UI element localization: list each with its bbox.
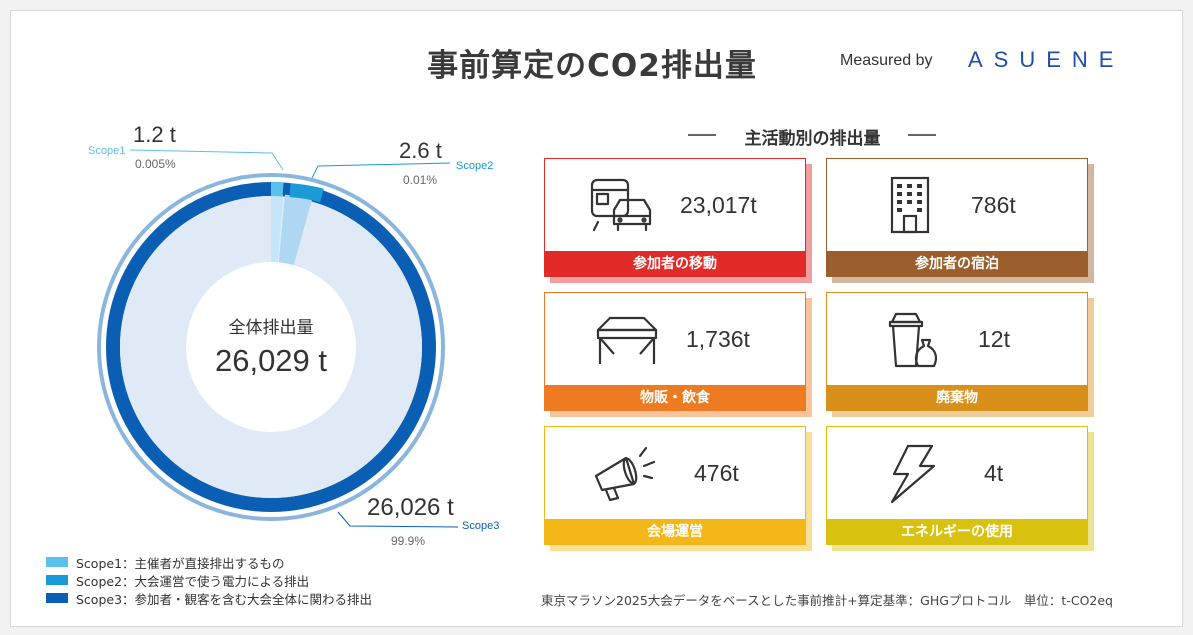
activity-card-transport: 23,017t 参加者の移動: [544, 158, 812, 283]
venue-value: 476t: [694, 460, 739, 486]
transport-value: 23,017t: [680, 192, 757, 218]
food-label: 物販・飲食: [544, 385, 806, 411]
scope3-value: 26,026 t: [367, 494, 454, 521]
legend-text: Scope2：大会運営で使う電力による排出: [76, 573, 310, 589]
scope3-percent: 99.9%: [391, 534, 426, 548]
scope3-label: Scope3: [462, 520, 500, 532]
transport-icon: [590, 178, 652, 232]
asuene-logo: ASUENE: [968, 47, 1125, 72]
legend-item-scope2: Scope2：大会運営で使う電力による排出: [46, 571, 372, 589]
activity-card-food: 1,736t 物販・飲食: [544, 292, 812, 417]
activity-card-hotel: 786t 参加者の宿泊: [826, 158, 1094, 283]
measured-by-label: Measured by: [840, 52, 933, 69]
legend-text: Scope1：主催者が直接排出するもの: [76, 555, 285, 571]
hotel-label: 参加者の宿泊: [826, 251, 1088, 277]
waste-value: 12t: [978, 326, 1010, 352]
page-title: 事前算定のCO2排出量: [427, 48, 757, 84]
activity-section-title: 主活動別の排出量: [744, 129, 881, 149]
legend-item-scope3: Scope3：参加者・観客を含む大会全体に関わる排出: [46, 589, 372, 607]
food-value: 1,736t: [686, 326, 750, 352]
activity-card-energy: 4t エネルギーの使用: [826, 426, 1094, 551]
activity-card-venue: 476t 会場運営: [544, 426, 812, 551]
venue-label: 会場運営: [544, 519, 806, 545]
megaphone-icon: [594, 446, 656, 502]
scope-legend: Scope1：主催者が直接排出するもの Scope2：大会運営で使う電力による排…: [46, 553, 372, 607]
energy-label: エネルギーの使用: [826, 519, 1088, 545]
scope2-value: 2.6 t: [399, 138, 442, 163]
tent-icon: [596, 316, 658, 364]
legend-swatch: [46, 575, 68, 585]
activity-card-waste: 12t 廃棄物: [826, 292, 1094, 417]
donut-center-value: 26,029 t: [214, 343, 328, 378]
scope1-label: Scope1: [88, 145, 126, 157]
footer-note: 東京マラソン2025大会データをベースとした事前推計+算定基準：GHGプロトコル…: [541, 593, 1113, 608]
legend-swatch: [46, 557, 68, 567]
waste-label: 廃棄物: [826, 385, 1088, 411]
trash-icon: [888, 312, 938, 368]
scope2-label: Scope2: [456, 160, 494, 172]
energy-value: 4t: [984, 460, 1004, 486]
donut-center-label: 全体排出量: [228, 318, 314, 338]
hotel-icon: [890, 176, 930, 234]
hotel-value: 786t: [971, 192, 1016, 218]
transport-label: 参加者の移動: [544, 251, 806, 277]
scope1-value: 1.2 t: [133, 122, 176, 147]
scope1-percent: 0.005%: [135, 157, 176, 171]
legend-text: Scope3：参加者・観客を含む大会全体に関わる排出: [76, 591, 373, 607]
legend-item-scope1: Scope1：主催者が直接排出するもの: [46, 553, 372, 571]
scope2-percent: 0.01%: [403, 173, 438, 187]
legend-swatch: [46, 593, 68, 603]
lightning-icon: [890, 444, 936, 504]
